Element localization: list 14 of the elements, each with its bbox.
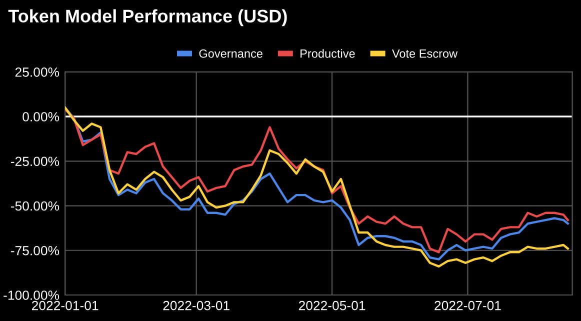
- y-tick-label: -75.00%: [10, 246, 60, 256]
- x-tick-label: 2022-01-01: [32, 300, 98, 310]
- legend-label: Productive: [300, 49, 355, 58]
- y-tick-label: 25.00%: [15, 67, 60, 77]
- chart-title: Token Model Performance (USD): [8, 9, 287, 26]
- legend-label: Vote Escrow: [392, 50, 458, 58]
- y-tick-label: -100.00%: [4, 290, 60, 300]
- x-tick-label: 2022-07-01: [434, 300, 501, 310]
- y-tick-label: -50.00%: [10, 201, 60, 211]
- legend-label: Governance: [199, 49, 262, 58]
- x-tick-label: 2022-03-01: [163, 300, 230, 310]
- y-tick-label: -25.00%: [10, 156, 60, 166]
- x-tick-label: 2022-05-01: [298, 300, 366, 310]
- y-tick-label: 0.00%: [22, 112, 60, 122]
